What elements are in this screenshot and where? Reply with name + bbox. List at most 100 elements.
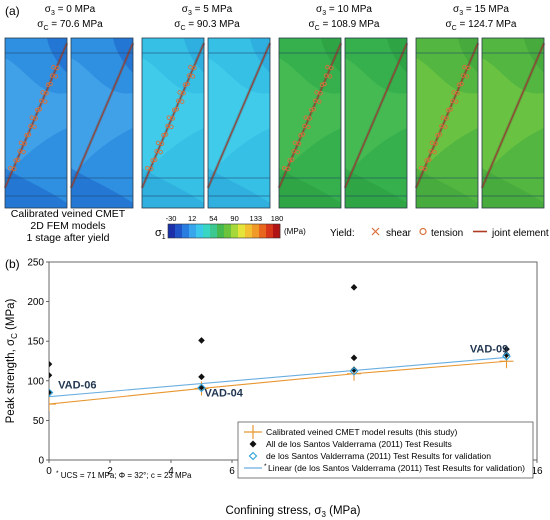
contour-region: [5, 58, 67, 178]
caption-line-1: Calibrated veined CMET: [11, 208, 126, 220]
colorbar-cell: [224, 224, 232, 238]
tension-marker: [179, 99, 185, 104]
tension-marker: [312, 98, 318, 104]
joint-element-line: [141, 42, 205, 189]
tension-marker: [464, 74, 470, 79]
tension-marker: [170, 116, 176, 121]
colorbar-cell: [252, 224, 260, 238]
joint-element-line: [207, 42, 271, 189]
tension-marker: [166, 115, 172, 120]
colorbar-cell: [168, 224, 176, 238]
legend-entry-4: Linear (de los Santos Valderrama (2011) …: [268, 463, 525, 473]
joint-element-line: [278, 42, 342, 189]
tension-marker: [445, 107, 451, 113]
tension-marker: [437, 132, 443, 137]
tension-marker: [325, 64, 330, 70]
tension-marker: [155, 140, 161, 146]
tension-marker: [186, 73, 192, 78]
panel-a: (a) σ3 = 0 MPa σC = 70.6 MPa σ3 = 5 MPa σC …: [3, 4, 549, 244]
tension-marker: [7, 165, 13, 171]
panel-border: [481, 37, 545, 209]
validation-point: [197, 383, 206, 393]
tension-marker: [311, 106, 317, 112]
y-tick-label: 0: [38, 456, 44, 467]
x-tick-label: 16: [531, 466, 543, 477]
tension-marker: [17, 149, 22, 154]
cmet-model-line: [49, 360, 507, 405]
tension-marker: [163, 132, 169, 137]
tension-marker: [188, 64, 193, 70]
x-tick-label: 2: [107, 466, 113, 477]
linear-fit-line: [49, 356, 507, 398]
colorbar-gradient: [167, 223, 281, 239]
borehole-label: VAD-06: [58, 380, 96, 392]
contour-region: [142, 58, 204, 178]
colorbar-unit: (MPa): [284, 227, 306, 236]
tension-marker: [460, 73, 466, 78]
colorbar-tick-label: 90: [230, 214, 238, 223]
yield-view: [3, 37, 69, 209]
linear-fit-series: [49, 356, 507, 398]
tension-marker: [26, 132, 32, 137]
panel-a-label: (a): [5, 4, 20, 18]
panel-border: [207, 37, 271, 209]
colorbar-tick-label: 180: [271, 214, 284, 223]
colorbar-symbol: σ1: [155, 227, 166, 241]
tension-marker: [453, 99, 459, 104]
tension-circle-icon: [419, 227, 427, 236]
tension-marker: [18, 140, 24, 146]
tension-marker: [144, 165, 150, 171]
test-result-point: [198, 337, 205, 344]
tension-marker: [161, 133, 166, 138]
colorbar-ticks: -30 12 54 90 133 180: [166, 214, 284, 223]
sigmaC-label: σC = 108.9 MPa: [309, 19, 380, 32]
sigma3-label: σ3 = 0 MPa: [45, 4, 96, 17]
y-tick-label: 50: [33, 416, 45, 427]
tension-marker: [38, 98, 44, 104]
legend-diamond-icon: [249, 440, 257, 448]
stress-view: [343, 37, 409, 209]
joint-element-line: [70, 42, 134, 189]
tension-marker: [298, 133, 303, 138]
stress-view: [480, 37, 546, 209]
tension-marker: [456, 82, 462, 88]
model-panels: σ3 = 0 MPa σC = 70.6 MPa σ3 = 5 MPa σC = 90…: [3, 4, 546, 209]
model-1: σ3 = 0 MPa σC = 70.6 MPa: [3, 4, 135, 209]
tension-marker: [308, 107, 314, 113]
colorbar-cell: [196, 224, 204, 238]
tension-marker: [174, 106, 180, 112]
contour-region: [71, 58, 133, 178]
colorbar-tick-label: 54: [209, 214, 217, 223]
tension-marker: [53, 74, 59, 79]
contour-region: [47, 38, 67, 73]
tension-marker: [432, 149, 437, 155]
tension-marker: [11, 166, 17, 172]
sigma3-label: σ3 = 5 MPa: [182, 4, 233, 17]
tension-marker: [319, 82, 325, 88]
contour-region: [482, 58, 544, 178]
tension-marker: [21, 149, 26, 155]
y-tick-label: 100: [27, 376, 44, 387]
tension-marker: [281, 165, 287, 171]
panel-border: [4, 37, 68, 209]
test-result-point: [503, 351, 510, 358]
tension-marker: [159, 141, 165, 146]
stress-view: [206, 37, 272, 209]
tension-marker: [428, 149, 433, 154]
test-result-point: [198, 373, 205, 381]
tension-marker: [307, 116, 313, 121]
model-3: σ3 = 10 MPa σC = 108.9 MPa: [277, 4, 409, 209]
contour-region: [345, 58, 407, 178]
tension-marker: [190, 74, 196, 79]
cmet-model-point: [49, 397, 56, 412]
contour-region: [524, 38, 544, 73]
borehole-label: VAD-04: [205, 388, 244, 400]
footnote: * UCS = 71 MPa; Φ = 32°; c = 23 MPa: [56, 470, 192, 480]
tension-marker: [443, 124, 448, 130]
y-axis-ticks: 0 50 100 150 200 250: [27, 258, 49, 467]
tension-marker: [24, 133, 29, 138]
tension-marker: [322, 81, 327, 87]
tension-marker: [37, 106, 43, 112]
tension-marker: [34, 107, 40, 113]
